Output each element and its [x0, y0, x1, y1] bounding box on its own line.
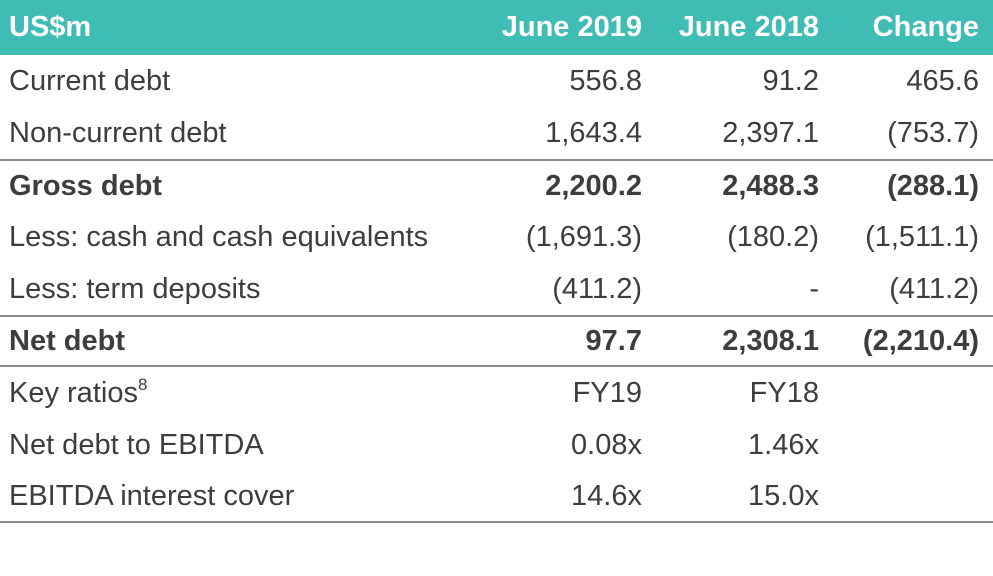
- row-cash-equivalents: Less: cash and cash equivalents (1,691.3…: [0, 211, 993, 263]
- footnote-marker: 8: [137, 374, 148, 394]
- row-non-current-debt: Non-current debt 1,643.4 2,397.1 (753.7): [0, 107, 993, 159]
- value-fy19: 14.6x: [571, 479, 642, 512]
- header-june-2019: June 2019: [501, 11, 642, 43]
- value-fy18: 15.0x: [748, 479, 819, 512]
- value-june-2019: 556.8: [569, 64, 642, 97]
- row-label: Net debt: [9, 324, 125, 357]
- fy19-label: FY19: [572, 376, 642, 409]
- value-june-2018: 2,397.1: [722, 116, 819, 149]
- key-ratios-label: Key ratios8: [0, 374, 500, 410]
- row-gross-debt: Gross debt 2,200.2 2,488.3 (288.1): [0, 159, 993, 211]
- row-label: EBITDA interest cover: [9, 479, 295, 512]
- value-change: 465.6: [906, 64, 979, 97]
- row-label: Less: cash and cash equivalents: [9, 220, 429, 253]
- row-key-ratios: Key ratios8 FY19 FY18: [0, 367, 993, 419]
- value-june-2018: 91.2: [762, 64, 819, 97]
- value-june-2018: (180.2): [727, 220, 819, 253]
- value-june-2019: (411.2): [552, 272, 642, 305]
- value-change: (411.2): [889, 272, 979, 305]
- table-header: US$m June 2019 June 2018 Change: [0, 0, 993, 55]
- value-change: (288.1): [887, 169, 979, 202]
- net-debt-table: US$m June 2019 June 2018 Change Current …: [0, 0, 993, 523]
- key-ratios-text: Key ratios: [9, 376, 138, 409]
- row-label: Less: term deposits: [9, 272, 261, 305]
- fy18-label: FY18: [749, 376, 819, 409]
- value-change: (753.7): [887, 116, 979, 149]
- row-label: Net debt to EBITDA: [9, 428, 264, 461]
- value-fy18: 1.46x: [748, 428, 819, 461]
- row-label: Current debt: [9, 64, 171, 97]
- row-net-debt: Net debt 97.7 2,308.1 (2,210.4): [0, 315, 993, 367]
- value-june-2018: 2,488.3: [722, 169, 819, 202]
- row-ebitda-interest-cover: EBITDA interest cover 14.6x 15.0x: [0, 471, 993, 523]
- value-june-2018: 2,308.1: [722, 324, 819, 357]
- value-change: (2,210.4): [862, 324, 979, 357]
- row-label: Non-current debt: [9, 116, 227, 149]
- value-fy19: 0.08x: [571, 428, 642, 461]
- header-label: US$m: [9, 11, 92, 43]
- row-current-debt: Current debt 556.8 91.2 465.6: [0, 55, 993, 107]
- row-net-debt-to-ebitda: Net debt to EBITDA 0.08x 1.46x: [0, 419, 993, 471]
- value-june-2019: 1,643.4: [545, 116, 642, 149]
- value-june-2019: 2,200.2: [545, 169, 642, 202]
- header-change: Change: [872, 11, 979, 43]
- value-change: (1,511.1): [865, 220, 979, 253]
- row-term-deposits: Less: term deposits (411.2) - (411.2): [0, 263, 993, 315]
- value-june-2019: (1,691.3): [525, 220, 642, 253]
- value-june-2019: 97.7: [585, 324, 642, 357]
- row-label: Gross debt: [9, 169, 163, 202]
- value-june-2018: -: [809, 272, 819, 305]
- header-june-2018: June 2018: [678, 11, 819, 43]
